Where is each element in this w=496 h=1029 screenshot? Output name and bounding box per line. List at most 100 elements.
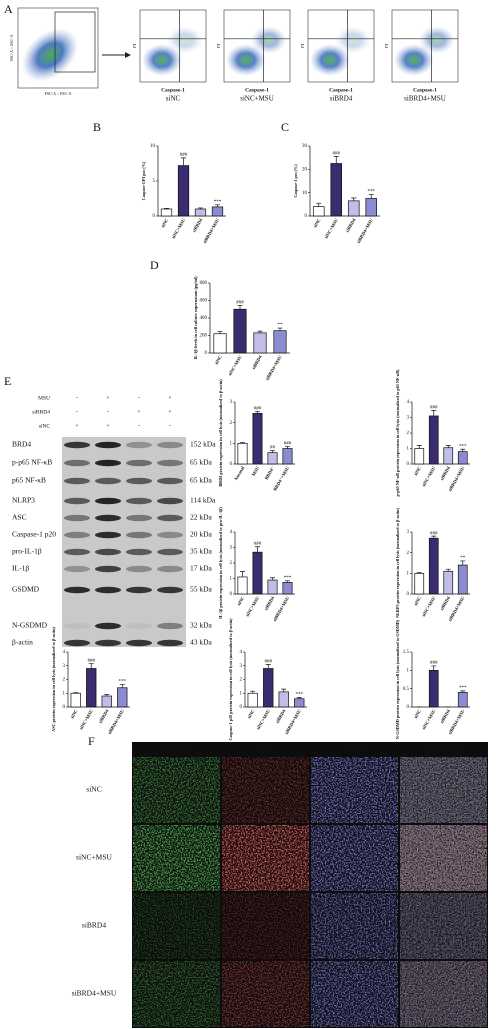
y-tick-label: 0.5 <box>403 687 410 692</box>
bar <box>330 163 343 217</box>
blot-band <box>157 586 183 594</box>
blot-band <box>126 565 152 573</box>
significance: ** <box>460 556 466 561</box>
row-name: siNC+MSU <box>76 853 112 862</box>
blot-band <box>157 565 183 573</box>
treatment-name: siBRD4 <box>32 409 50 415</box>
fluorescence-signal <box>133 893 220 959</box>
error-bar <box>164 207 169 209</box>
y-axis-label: Caspase-1 pos (%) <box>293 164 298 198</box>
treatment-sign: + <box>168 395 172 401</box>
band-size: 35 kDa <box>190 547 213 556</box>
x-tick-label: siNC <box>312 218 321 229</box>
band-name: GSDMD <box>12 585 40 594</box>
error-bar <box>104 694 110 696</box>
fluorescence-signal <box>400 893 487 959</box>
blot-band <box>126 639 152 647</box>
x-tick-label: MSU <box>251 465 261 477</box>
treatment-sign: + <box>106 423 110 429</box>
significance: *** <box>284 576 292 581</box>
error-bar <box>270 577 275 581</box>
channel-name: ASC <box>259 746 273 754</box>
treatment-sign: + <box>75 423 79 429</box>
error-bar <box>119 683 125 688</box>
blot-band <box>64 441 90 449</box>
y-axis-label: IL-1β protein expression in cell lysis (… <box>218 507 223 619</box>
band-name: p-p65 NF-κB <box>12 458 52 467</box>
band-name: pro-IL-1β <box>12 547 42 556</box>
y-tick-label: 5 <box>153 179 156 184</box>
bar <box>347 200 360 217</box>
gate-y-label: SSC-A :: SSC-A <box>9 35 14 62</box>
error-bar <box>296 697 302 699</box>
significance: ### <box>88 659 96 664</box>
cell-cloud <box>335 26 371 54</box>
y-tick-label: 4 <box>407 400 410 405</box>
bar <box>213 333 227 354</box>
error-bar <box>265 664 271 669</box>
significance: ### <box>236 300 244 305</box>
y-tick-label: 1 <box>240 691 243 696</box>
x-tick-label: siNC+MSU <box>245 595 261 618</box>
panel-letter: E <box>4 374 11 388</box>
blot-band <box>126 514 152 522</box>
panel-letter: A <box>4 2 13 16</box>
blot-membrane <box>62 437 186 647</box>
blot-band <box>64 639 90 647</box>
error-bar <box>198 207 203 209</box>
y-tick-label: 3 <box>63 664 66 669</box>
blot-band <box>126 441 152 449</box>
x-tick-label: siBRD4+MSU <box>265 354 284 381</box>
error-bar <box>73 692 79 694</box>
y-tick-label: 0 <box>205 351 208 356</box>
bar <box>443 447 454 465</box>
bar <box>278 691 289 708</box>
error-bar <box>445 568 451 572</box>
x-tick-label: BRD4⁻ <box>264 465 276 480</box>
y-tick-label: 0 <box>153 214 156 219</box>
x-tick-label: siNC <box>214 355 223 366</box>
significance: *** <box>296 693 304 698</box>
sample-name: siNC <box>166 95 181 103</box>
bar <box>428 669 439 708</box>
error-bar <box>368 193 374 199</box>
x-tick-label: siNC <box>160 218 169 229</box>
y-tick-label: 2 <box>407 551 410 556</box>
bar <box>428 537 439 595</box>
bar <box>252 413 263 465</box>
band-size: 65 kDa <box>190 458 213 467</box>
significance: ### <box>254 542 262 547</box>
blot-band <box>126 497 152 505</box>
cell-cloud <box>21 28 79 82</box>
bar <box>117 687 128 708</box>
fluorescence-signal <box>222 825 309 891</box>
bar <box>365 198 378 217</box>
significance: ### <box>265 660 273 665</box>
x-tick-label: siBRD4 <box>439 708 451 724</box>
error-bar <box>445 445 451 448</box>
y-axis-label: Caspase-1 p20 protein expression in cell… <box>228 618 233 741</box>
y-axis-label: IL-1β levels in cell culture supernatant… <box>193 276 198 360</box>
band-size: 22 kDa <box>190 513 213 522</box>
error-bar <box>431 410 437 416</box>
y-tick-label: 2 <box>407 431 410 436</box>
bar <box>253 332 267 354</box>
sample-name: siNC+MSU <box>240 95 274 103</box>
y-axis-label: BRD4 protein expression in cell lysis (n… <box>218 379 223 487</box>
x-tick-label: siNC+MSU <box>421 708 437 731</box>
blot-band <box>64 497 90 505</box>
sample-name: siBRD4 <box>330 95 353 103</box>
significance: ### <box>333 152 341 157</box>
band-size: 43 kDa <box>190 638 213 647</box>
y-axis-label: p-p65 NF-κB protein expression in cell l… <box>395 369 400 496</box>
bar <box>252 551 263 595</box>
y-tick-label: 0 <box>63 705 66 710</box>
x-tick-label: siNC+MSU <box>421 465 437 488</box>
x-tick-label: siNC <box>236 596 245 607</box>
y-tick-label: 600 <box>200 299 208 304</box>
bar <box>428 415 439 465</box>
fluorescence-signal <box>400 757 487 823</box>
y-axis-label: ASC protein expression in cell lysis (no… <box>51 627 56 732</box>
blot-band <box>157 548 183 556</box>
flow-y-label: PI <box>300 44 305 49</box>
